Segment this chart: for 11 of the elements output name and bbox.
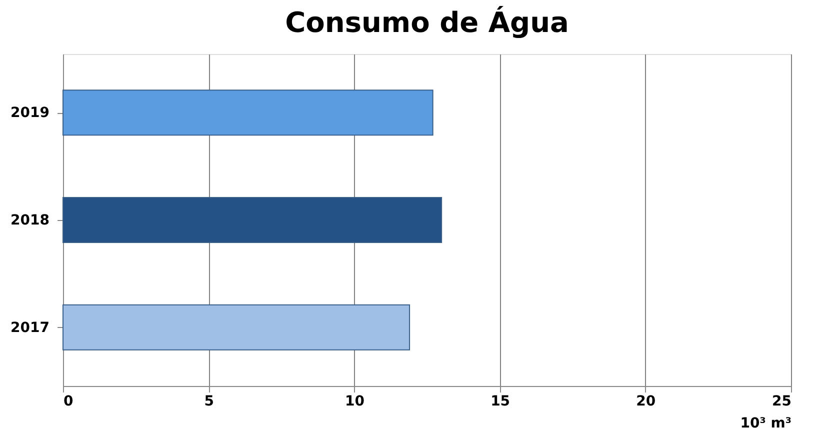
x-tick-label: 5 <box>204 394 214 410</box>
x-tick-label: 10 <box>344 394 365 410</box>
x-tick-label: 20 <box>636 394 656 410</box>
x-tick-label: 0 <box>64 394 74 410</box>
x-tick-label: 15 <box>490 394 510 410</box>
x-axis-title: 10³ m³ <box>740 416 792 432</box>
chart-title: Consumo de Água <box>285 6 569 39</box>
y-tick-label: 2018 <box>10 212 50 228</box>
y-tick-label: 2017 <box>10 320 50 336</box>
x-tick-label: 25 <box>772 394 792 410</box>
y-tick-label: 2019 <box>10 105 50 122</box>
